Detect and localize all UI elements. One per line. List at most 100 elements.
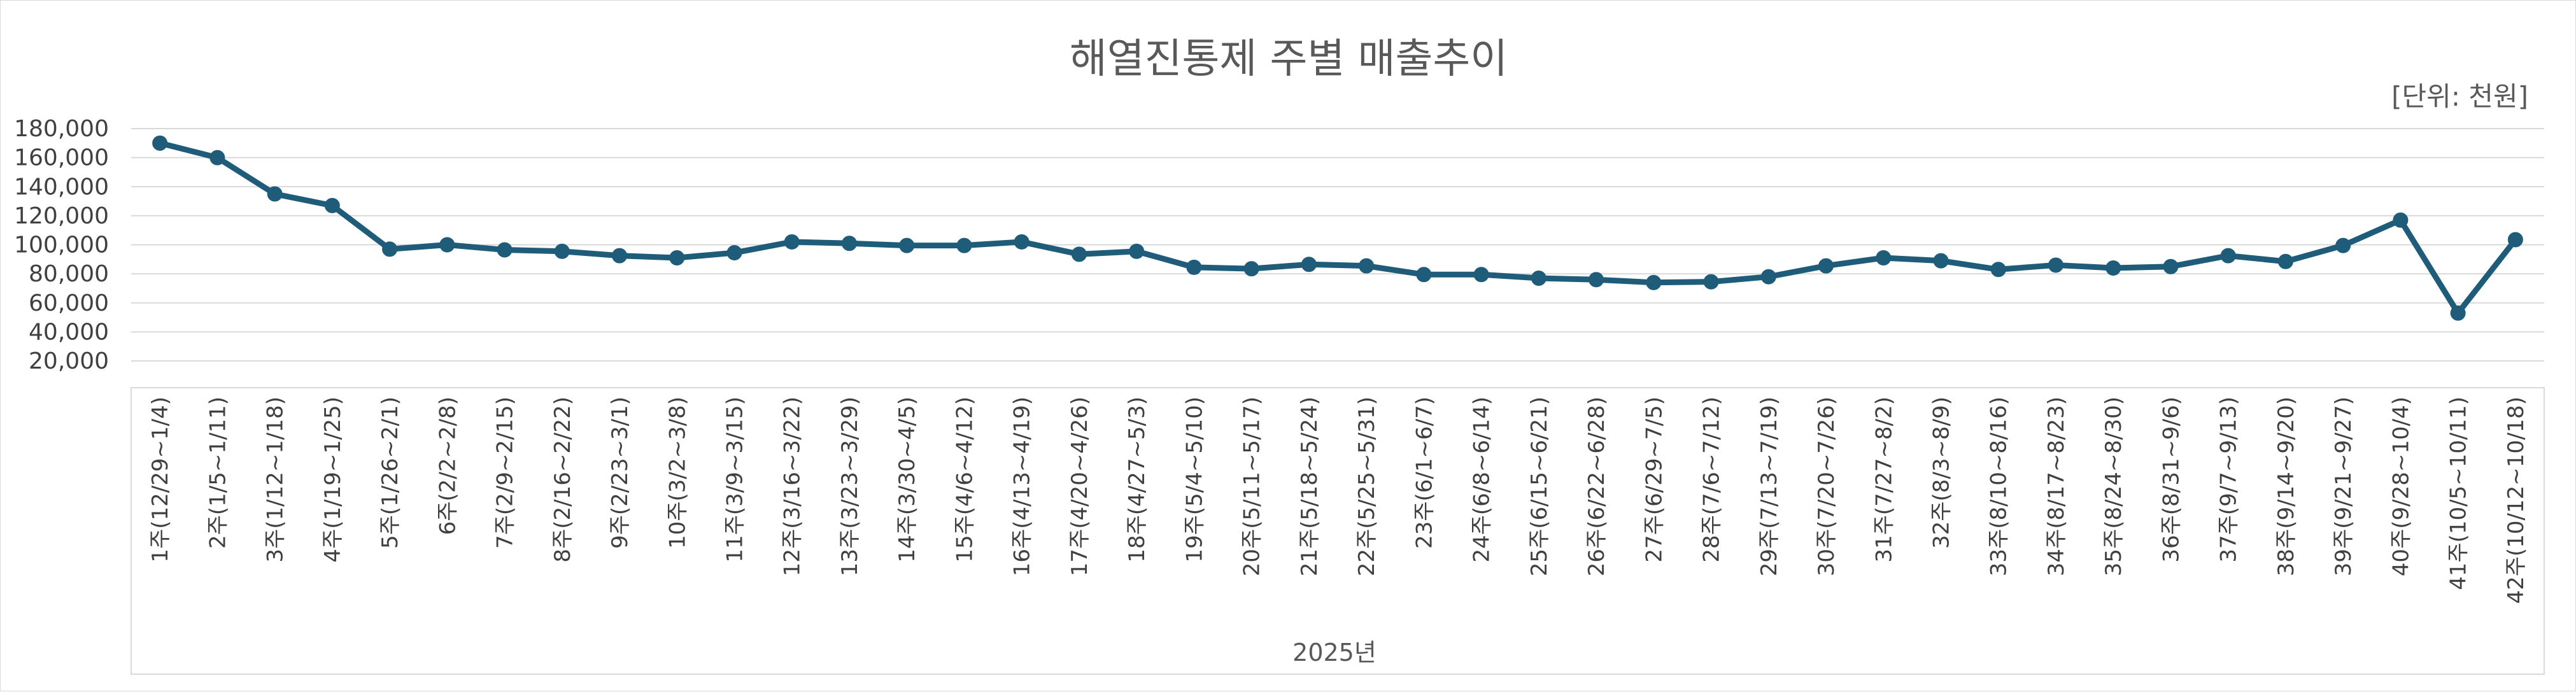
x-tick-label: 8주(2/16~2/22) (550, 397, 576, 563)
y-tick-label: 60,000 (29, 290, 109, 316)
data-point (1818, 258, 1834, 274)
data-point (267, 186, 283, 202)
category-axis-frame (131, 387, 2545, 675)
data-point (152, 135, 168, 151)
chart-title: 해열진통제 주별 매출추이 (1070, 36, 1508, 83)
y-tick-label: 120,000 (14, 203, 109, 229)
y-tick-label: 100,000 (14, 232, 109, 258)
x-axis-ticks: 1주(12/29~1/4) 2주(1/5~1/11) 3주(1/12~1/18) 4주… (148, 397, 2529, 604)
x-tick-label: 34주(8/17~8/23) (2044, 397, 2069, 576)
data-point (2393, 212, 2409, 228)
x-tick-label: 9주(2/23~3/1) (607, 397, 633, 549)
data-point (1589, 272, 1604, 288)
x-tick-label: 40주(9/28~10/4) (2388, 397, 2414, 576)
series-line-0 (157, 140, 2519, 316)
data-point (1876, 250, 1892, 266)
data-point (956, 237, 972, 253)
x-tick-label: 33주(8/10~8/16) (1986, 397, 2012, 576)
data-point (1301, 257, 1317, 272)
x-tick-label: 28주(7/6~7/12) (1699, 397, 1725, 563)
data-point (1186, 259, 1202, 275)
series-points (152, 135, 2523, 321)
x-tick-label: 24주(6/8~6/14) (1469, 397, 1495, 563)
x-tick-label: 36주(8/31~9/6) (2158, 397, 2184, 563)
x-tick-label: 17주(4/20~4/26) (1067, 397, 1093, 576)
x-tick-label: 5주(1/26~2/1) (378, 397, 403, 549)
x-tick-label: 31주(7/27~8/2) (1871, 397, 1897, 563)
x-tick-label: 16주(4/13~4/19) (1010, 397, 1035, 576)
y-tick-label: 20,000 (29, 348, 109, 374)
unit-label: [단위: 천원] (2391, 81, 2528, 112)
data-point (209, 150, 225, 166)
data-point (439, 237, 455, 253)
x-tick-label: 3주(1/12~1/18) (263, 397, 288, 563)
x-tick-label: 25주(6/15~6/21) (1527, 397, 1552, 576)
y-tick-label: 180,000 (14, 116, 109, 142)
x-tick-label: 30주(7/20~7/26) (1814, 397, 1839, 576)
data-point (2507, 232, 2523, 248)
y-tick-label: 160,000 (14, 145, 109, 171)
y-tick-label: 40,000 (29, 319, 109, 345)
data-point (899, 237, 915, 253)
x-tick-label: 22주(5/25~5/31) (1354, 397, 1380, 576)
data-point (1473, 267, 1489, 283)
x-tick-label: 38주(9/14~9/20) (2274, 397, 2299, 576)
x-tick-label: 35주(8/24~8/30) (2101, 397, 2127, 576)
x-tick-label: 7주(2/9~2/15) (493, 397, 518, 549)
x-tick-label: 21주(5/18~5/24) (1297, 397, 1322, 576)
data-point (324, 197, 340, 213)
data-point (554, 243, 570, 259)
data-point (1243, 261, 1259, 277)
x-tick-label: 19주(5/4~5/10) (1182, 397, 1207, 563)
data-point (2163, 258, 2179, 274)
data-point (2277, 253, 2293, 269)
x-tick-label: 10주(3/2~3/8) (665, 397, 690, 549)
x-tick-label: 2주(1/5~1/11) (205, 397, 230, 549)
x-tick-label: 4주(1/19~1/25) (320, 397, 346, 563)
data-point (1071, 246, 1087, 262)
x-tick-label: 14주(3/30~4/5) (895, 397, 920, 563)
data-point (1760, 269, 1776, 285)
x-tick-label: 15주(4/6~4/12) (952, 397, 977, 563)
data-point (612, 248, 628, 264)
x-tick-label: 29주(7/13~7/19) (1757, 397, 1782, 576)
y-tick-label: 80,000 (29, 261, 109, 287)
data-point (2220, 248, 2236, 264)
data-point (382, 241, 398, 257)
x-tick-label: 32주(8/3~8/9) (1929, 397, 1955, 549)
data-point (2450, 305, 2466, 321)
x-tick-label: 6주(2/2~2/8) (435, 397, 460, 535)
x-tick-label: 42주(10/12~10/18) (2503, 397, 2529, 604)
x-tick-label: 23주(6/1~6/7) (1412, 397, 1437, 549)
x-tick-label: 13주(3/23~3/29) (837, 397, 863, 576)
y-tick-label: 140,000 (14, 174, 109, 200)
data-point (1703, 274, 1719, 290)
data-point (841, 236, 857, 251)
y-axis-ticks: 20,000 40,000 60,000 80,000 100,000 120,000 14… (14, 116, 109, 374)
x-tick-label: 1주(12/29~1/4) (148, 397, 173, 563)
x-tick-label: 26주(6/22~6/28) (1584, 397, 1610, 576)
data-point (2105, 260, 2121, 276)
x-tick-label: 12주(3/16~3/22) (780, 397, 805, 576)
x-tick-label: 11주(3/9~3/15) (723, 397, 748, 563)
data-point (1990, 262, 2006, 278)
data-point (669, 250, 685, 266)
data-point (1129, 243, 1145, 259)
data-point (784, 234, 800, 250)
data-point (726, 245, 742, 261)
x-tick-label: 27주(6/29~7/5) (1641, 397, 1667, 563)
data-point (2335, 237, 2351, 253)
x-axis-label: 2025년 (1292, 639, 1376, 667)
data-point (1416, 267, 1432, 283)
data-point (1646, 274, 1662, 290)
data-point (497, 242, 513, 258)
x-tick-label: 41주(10/5~10/11) (2446, 397, 2472, 590)
data-point (1359, 258, 1375, 274)
data-point (2048, 257, 2063, 273)
x-tick-label: 20주(5/11~5/17) (1240, 397, 1265, 576)
data-point (1531, 270, 1546, 286)
data-point (1014, 234, 1030, 250)
x-tick-label: 37주(9/7~9/13) (2216, 397, 2242, 563)
